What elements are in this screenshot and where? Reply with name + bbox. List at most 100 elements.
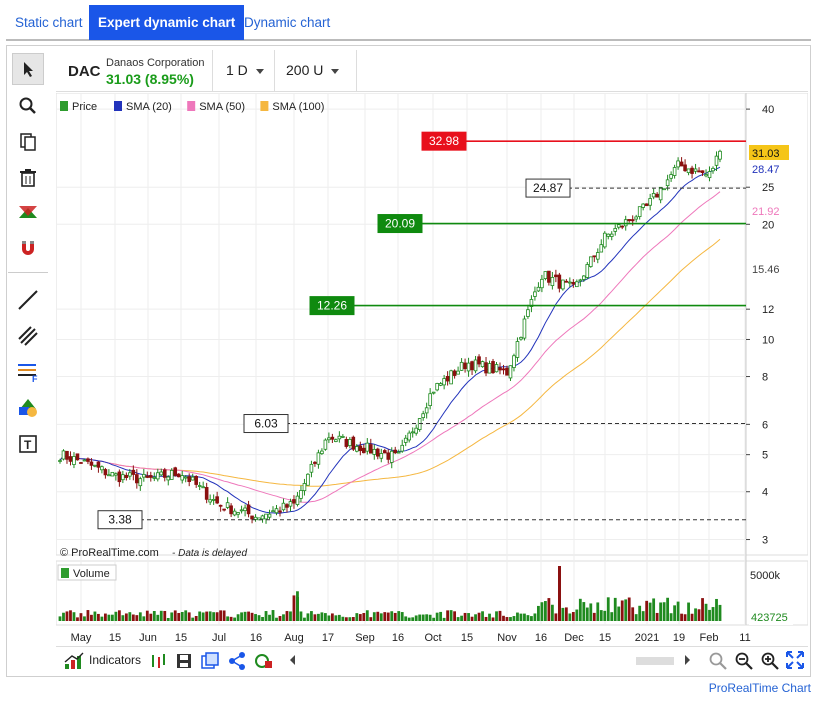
volume-bar	[254, 614, 257, 621]
candle-body	[355, 446, 359, 452]
volume-bar	[58, 616, 62, 621]
candle-body	[704, 174, 708, 177]
trash-icon[interactable]	[12, 162, 44, 194]
candle-body	[630, 219, 635, 222]
volume-bar	[275, 617, 278, 621]
cursor-icon[interactable]	[12, 53, 44, 85]
volume-bar	[226, 616, 230, 621]
level-label-box	[525, 178, 571, 198]
trendline-icon[interactable]	[12, 284, 44, 316]
tab-dynamic-chart[interactable]: Dynamic chart	[244, 15, 331, 30]
candle-body	[582, 275, 586, 280]
candle-body	[588, 256, 593, 267]
buy-sell-arrows-icon[interactable]	[12, 196, 44, 228]
candle-body	[466, 362, 471, 372]
units-select[interactable]: 200 U	[286, 62, 340, 78]
zoom-area-icon[interactable]	[708, 651, 728, 674]
candle-body	[407, 432, 412, 441]
zoom-in-icon[interactable]	[760, 651, 780, 674]
zoom-out-icon[interactable]	[734, 651, 754, 674]
candle-body	[229, 505, 233, 515]
x-tick-label: Oct	[424, 632, 441, 644]
candle-body	[344, 439, 349, 447]
price-chart[interactable]: May 15 Jun 15 Jul 16 Aug 17 Sep 16 Oct 15 Nov 16 Dec 15…	[56, 93, 808, 645]
candle-body	[679, 161, 684, 167]
candle-body	[250, 515, 254, 520]
bar-style-icon[interactable]	[149, 653, 167, 672]
candle-body	[72, 456, 76, 465]
volume-bar	[212, 612, 216, 621]
x-tick-label: 15	[461, 632, 473, 644]
volume-bar	[114, 611, 118, 621]
candle-body	[613, 228, 618, 232]
share-icon[interactable]	[228, 652, 246, 673]
level-label: 12.26	[317, 299, 347, 313]
volume-bar	[449, 610, 453, 621]
volume-bar	[100, 616, 104, 621]
indicators-icon[interactable]	[64, 652, 84, 673]
price-badge-label: 28.47	[752, 164, 780, 176]
volume-bar	[296, 597, 299, 621]
x-tick-label: 16	[250, 632, 262, 644]
volume-bar	[509, 617, 512, 621]
level-label: 32.98	[429, 134, 459, 148]
volume-bar	[159, 610, 163, 621]
candle-body	[236, 512, 240, 515]
fullscreen-icon[interactable]	[786, 651, 804, 672]
channel-lines-icon[interactable]	[12, 320, 44, 352]
legend-swatch	[260, 101, 269, 111]
interval-select[interactable]: 1 D	[226, 62, 264, 78]
volume-bar	[568, 613, 572, 621]
volume-bar	[659, 602, 663, 621]
save-icon[interactable]	[176, 653, 192, 672]
volume-bar	[673, 605, 677, 621]
volume-bar	[414, 615, 418, 621]
volume-bar	[676, 601, 680, 621]
volume-bar	[110, 614, 114, 621]
candle-body	[128, 472, 132, 477]
level-label: 24.87	[533, 181, 563, 195]
chart-frame	[6, 45, 811, 677]
volume-bar	[285, 611, 289, 621]
copyright-label: © ProRealTime.com	[60, 547, 159, 559]
legend-label: SMA (50)	[199, 101, 245, 113]
candle-body	[431, 391, 436, 394]
x-tick-label: Jun	[139, 632, 157, 644]
tab-expert-dynamic-chart[interactable]: Expert dynamic chart	[89, 5, 245, 40]
candle-body	[327, 437, 331, 441]
tab-static-chart[interactable]: Static chart	[15, 15, 83, 30]
candle-body	[320, 450, 324, 455]
volume-bar	[460, 615, 463, 621]
volume-bar	[103, 613, 107, 621]
volume-bar	[470, 616, 474, 621]
scroll-right-icon[interactable]	[682, 654, 692, 669]
text-tool-icon[interactable]: T	[12, 428, 44, 460]
volume-bar	[86, 610, 90, 621]
volume-bar	[205, 611, 209, 621]
fibonacci-icon[interactable]: F	[12, 356, 44, 388]
svg-text:F: F	[32, 374, 38, 383]
layout-icon[interactable]	[201, 652, 219, 673]
volume-bar	[624, 599, 628, 621]
scroll-left-icon[interactable]	[288, 654, 298, 669]
candle-body	[86, 458, 90, 462]
candle-body	[169, 470, 174, 480]
scrollbar[interactable]	[636, 657, 674, 665]
volume-bar	[180, 611, 184, 621]
candle-body	[547, 270, 551, 283]
indicators-button[interactable]: Indicators	[89, 653, 142, 667]
alert-settings-icon[interactable]	[254, 652, 274, 673]
volume-bar	[505, 617, 509, 621]
candle-body	[351, 436, 356, 450]
candle-body	[159, 471, 164, 476]
volume-bar	[680, 613, 683, 621]
copy-icon[interactable]	[12, 126, 44, 158]
zoom-search-icon[interactable]	[12, 90, 44, 122]
shapes-icon[interactable]	[12, 392, 44, 424]
prorealtime-link[interactable]: ProRealTime Chart	[708, 681, 811, 695]
volume-bar	[603, 610, 607, 621]
candle-body	[246, 504, 251, 515]
level-label-box	[421, 131, 467, 151]
magnet-icon[interactable]	[12, 232, 44, 264]
candle-body	[124, 474, 129, 478]
